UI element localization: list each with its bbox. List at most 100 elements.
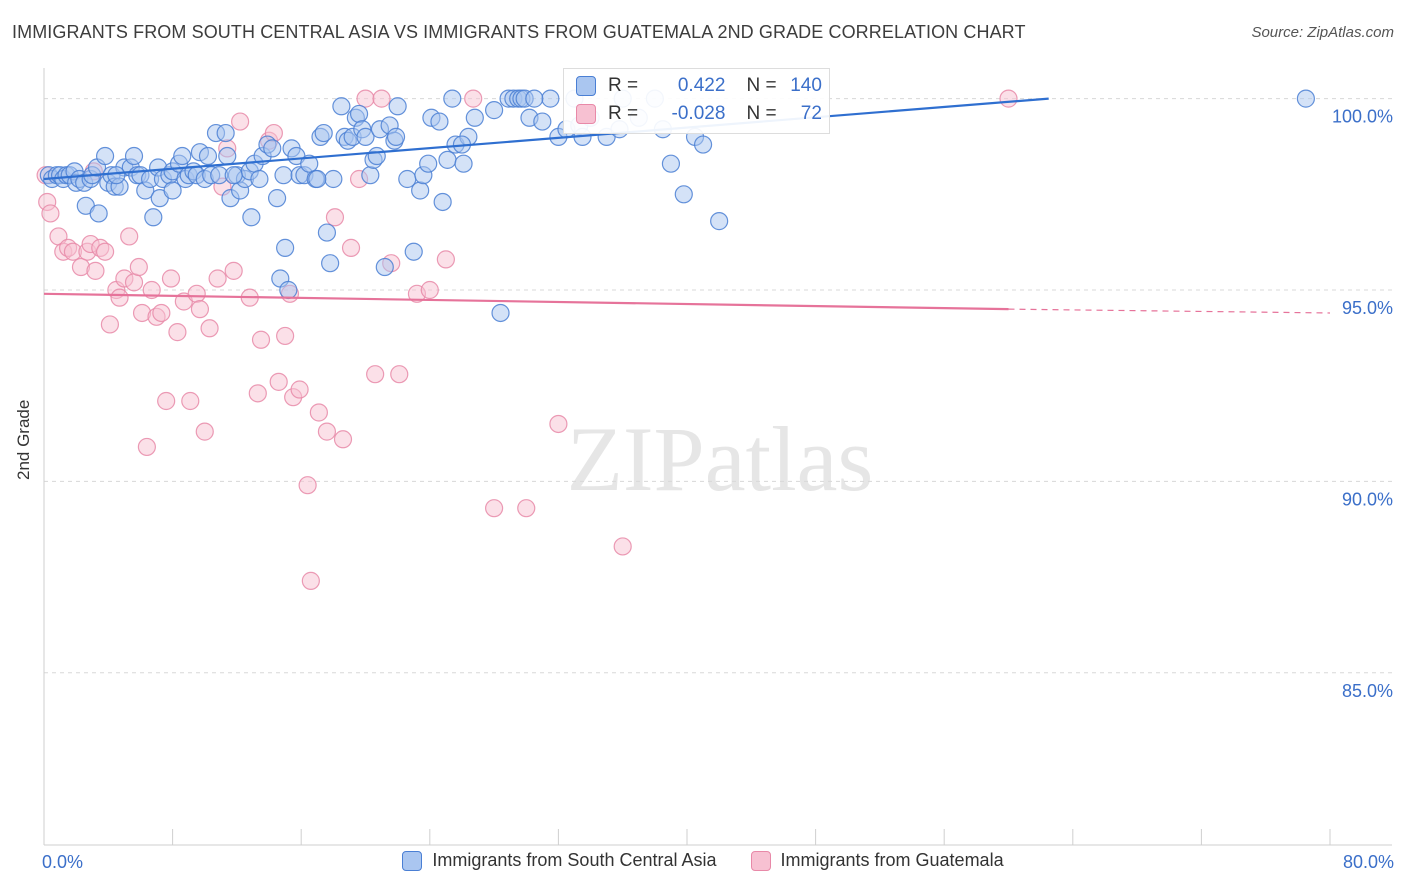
y-tick-labels: 85.0% 90.0% 95.0% 100.0%	[1332, 107, 1393, 701]
data-point	[485, 499, 504, 518]
data-point	[438, 150, 457, 169]
data-point	[216, 123, 235, 143]
r-label: R =	[608, 103, 639, 124]
data-point	[251, 330, 271, 349]
data-point	[436, 250, 455, 269]
data-point	[120, 227, 139, 246]
data-point	[367, 146, 386, 166]
data-point	[390, 365, 409, 384]
legend-swatch-pink	[750, 850, 771, 871]
data-point	[388, 97, 407, 116]
data-point	[333, 430, 353, 449]
x-tick-label-min: 0.0%	[42, 852, 84, 872]
data-point	[107, 166, 126, 185]
data-point	[195, 422, 214, 441]
data-point	[41, 204, 60, 223]
data-point	[144, 208, 163, 227]
data-point	[231, 112, 250, 131]
data-point	[525, 89, 544, 108]
data-point	[242, 208, 261, 227]
y-tick-label: 85.0%	[1342, 681, 1393, 701]
data-point	[300, 154, 319, 173]
data-point	[309, 403, 328, 422]
trend-line-guatemala-extension	[1008, 308, 1331, 314]
y-tick-label: 95.0%	[1342, 298, 1393, 318]
source-note: Source: ZipAtlas.com	[1251, 24, 1394, 41]
y-tick-label: 90.0%	[1342, 489, 1393, 509]
data-point	[321, 254, 340, 273]
data-point	[142, 280, 161, 300]
data-point	[95, 146, 115, 166]
legend-swatch-blue	[402, 850, 423, 871]
n-label: N =	[746, 103, 777, 124]
data-point	[386, 127, 406, 146]
stats-row-blue: R = 0.422 N = 140	[576, 72, 822, 100]
y-tick-label: 100.0%	[1332, 107, 1393, 127]
n-value: 140	[790, 75, 822, 96]
data-point	[269, 372, 288, 391]
data-point	[464, 89, 483, 108]
data-point	[187, 284, 206, 303]
data-point	[124, 273, 144, 292]
data-point	[301, 571, 320, 590]
data-point	[152, 303, 171, 323]
series-legend: Immigrants from South Central Asia Immig…	[0, 850, 1406, 871]
data-point	[454, 154, 473, 173]
data-point	[190, 300, 210, 319]
data-point	[999, 89, 1018, 108]
data-point	[248, 384, 267, 403]
data-point	[674, 185, 693, 204]
data-point	[290, 380, 309, 399]
data-point	[420, 280, 439, 300]
data-point	[404, 242, 423, 261]
legend-item-guatemala[interactable]: Immigrants from Guatemala	[750, 850, 1004, 871]
legend-item-south-central-asia[interactable]: Immigrants from South Central Asia	[402, 850, 717, 871]
data-point	[533, 112, 552, 131]
data-point	[356, 89, 375, 108]
data-point	[168, 323, 187, 342]
data-point	[276, 238, 295, 257]
data-point	[549, 414, 568, 434]
data-point	[276, 326, 295, 346]
trend-line-south-central-asia	[43, 97, 1049, 181]
blue-swatch	[576, 76, 596, 96]
r-value: -0.028	[671, 103, 726, 124]
data-point	[433, 192, 452, 212]
trend-lines	[43, 97, 1331, 314]
data-point	[317, 422, 337, 441]
data-point	[517, 499, 536, 518]
data-point	[163, 181, 182, 200]
data-point	[430, 112, 449, 131]
watermark: ZIPatlas	[567, 408, 874, 510]
data-point	[250, 169, 269, 189]
data-point	[443, 89, 462, 108]
pink-swatch	[576, 104, 596, 124]
data-point	[198, 146, 218, 166]
data-point	[263, 139, 282, 158]
data-point	[324, 169, 343, 189]
data-point	[224, 166, 243, 185]
data-point	[100, 315, 120, 334]
data-point	[137, 437, 156, 457]
data-point	[161, 269, 181, 288]
data-point	[181, 391, 200, 411]
data-point	[314, 123, 333, 143]
data-point	[341, 238, 361, 257]
data-point	[218, 146, 237, 166]
data-point	[465, 108, 484, 127]
data-point	[267, 189, 287, 208]
r-value: 0.422	[677, 75, 726, 96]
data-point	[274, 166, 293, 185]
data-point	[325, 208, 345, 227]
stats-row-pink: R = -0.028 N = 72	[576, 100, 822, 128]
data-point	[361, 166, 380, 185]
data-point	[157, 391, 176, 411]
n-label: N =	[746, 75, 777, 96]
data-point	[349, 104, 369, 124]
data-point	[710, 212, 729, 231]
correlation-legend-box: R = 0.422 N = 140 R = -0.028 N = 72	[563, 68, 830, 134]
data-point	[375, 257, 394, 277]
data-point	[110, 288, 129, 307]
data-point	[419, 154, 438, 173]
